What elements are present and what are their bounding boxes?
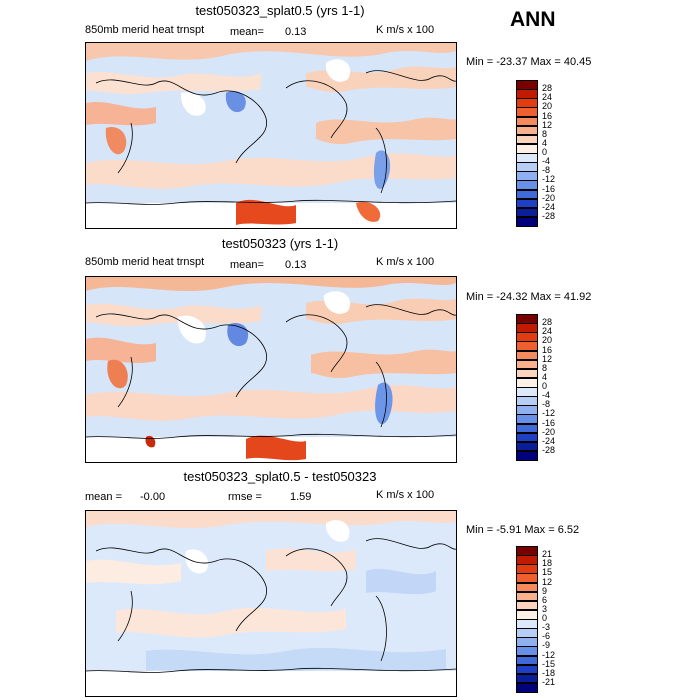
- panel-2-map-field: [86, 277, 456, 462]
- panel-3-rmse-label: rmse =: [228, 491, 262, 503]
- colorbar-swatch: [516, 682, 538, 693]
- colorbar-tick-label: 4: [542, 137, 548, 148]
- colorbar-tick-label: -6: [542, 631, 551, 642]
- colorbar-tick-label: 8: [542, 362, 548, 373]
- colorbar-tick-label: 16: [542, 110, 553, 121]
- colorbar-tick-label: -24: [542, 435, 556, 446]
- panel-2-map: [85, 276, 457, 463]
- colorbar-swatch: [516, 216, 538, 227]
- panel-2-units: K m/s x 100: [376, 256, 435, 268]
- colorbar-tick-label: -15: [542, 658, 556, 669]
- panel-3-colorbar: 21 18 15 12 9 6 3 0 -3 -6 -9 -12 -15 -18 -21: [516, 546, 576, 693]
- colorbar-tick-label: -4: [542, 390, 551, 401]
- panel-3-range: Min = -5.91 Max = 6.52: [466, 524, 580, 536]
- panel-1-mean-value: 0.13: [285, 26, 307, 38]
- panel-1-field-label: 850mb merid heat trnspt: [85, 24, 205, 36]
- colorbar-tick-label: -8: [542, 399, 551, 410]
- panel-3-map-field: [86, 511, 456, 696]
- colorbar-tick-label: -8: [542, 165, 551, 176]
- panel-2-field-label: 850mb merid heat trnspt: [85, 256, 205, 268]
- panel-3-mean-value: -0.00: [140, 491, 166, 503]
- colorbar-tick-label: 28: [542, 83, 553, 94]
- colorbar-tick-label: -18: [542, 667, 556, 678]
- colorbar-tick-label: -20: [542, 192, 556, 203]
- colorbar-tick-label: -12: [542, 649, 556, 660]
- colorbar-tick-label: -16: [542, 417, 556, 428]
- panel-1-colorbar: 28 24 20 16 12 8 4 0 -4 -8 -12 -16 -20 -24 -28: [516, 80, 576, 227]
- panel-1-map-field: [86, 43, 456, 228]
- colorbar-tick-label: 12: [542, 353, 553, 364]
- colorbar-tick-label: 8: [542, 128, 548, 139]
- colorbar-tick-label: -28: [542, 444, 556, 455]
- colorbar-tick-label: 9: [542, 585, 548, 596]
- colorbar-tick-label: 0: [542, 381, 548, 391]
- colorbar-tick-label: 21: [542, 549, 553, 560]
- panel-2-colorbar: 28 24 20 16 12 8 4 0 -4 -8 -12 -16 -20 -24 -28: [516, 314, 576, 461]
- colorbar-tick-label: -4: [542, 156, 551, 167]
- colorbar-tick-label: 24: [542, 92, 553, 103]
- panel-3-map: [85, 510, 457, 697]
- panel-2-mean-value: 0.13: [285, 259, 307, 271]
- colorbar-tick-label: 20: [542, 101, 553, 112]
- colorbar-tick-label: 6: [542, 594, 548, 605]
- colorbar-tick-label: 18: [542, 558, 553, 569]
- panel-1-mean-label: mean=: [230, 26, 264, 38]
- panel-1-range: Min = -23.37 Max = 40.45: [466, 56, 592, 68]
- colorbar-tick-label: -9: [542, 640, 551, 651]
- colorbar-tick-label: -12: [542, 174, 556, 185]
- panel-3-title: test050323_splat0.5 - test050323: [183, 469, 377, 484]
- panel-2-mean-label: mean=: [230, 259, 264, 271]
- panel-1-units: K m/s x 100: [376, 24, 435, 36]
- colorbar-tick-label: 4: [542, 371, 548, 382]
- colorbar-tick-label: 12: [542, 576, 553, 587]
- colorbar-tick-label: 12: [542, 119, 553, 130]
- colorbar-tick-label: -20: [542, 426, 556, 437]
- colorbar-swatch: [516, 450, 538, 461]
- season-label: ANN: [510, 8, 556, 31]
- colorbar-tick-label: 0: [542, 613, 548, 623]
- colorbar-tick-label: -12: [542, 408, 556, 419]
- colorbar-tick-label: -28: [542, 210, 556, 221]
- colorbar-tick-label: 3: [542, 603, 548, 614]
- colorbar-tick-label: -21: [542, 676, 556, 687]
- colorbar-tick-label: 16: [542, 344, 553, 355]
- panel-3-rmse-value: 1.59: [290, 491, 312, 503]
- colorbar-tick-label: -3: [542, 622, 551, 633]
- colorbar-tick-label: 20: [542, 335, 553, 346]
- panel-3-mean-label: mean =: [85, 491, 122, 503]
- panel-2-range: Min = -24.32 Max = 41.92: [466, 291, 592, 303]
- panel-1-title: test050323_splat0.5 (yrs 1-1): [195, 3, 365, 18]
- panel-2-title: test050323 (yrs 1-1): [221, 236, 339, 251]
- colorbar-tick-label: -16: [542, 183, 556, 194]
- colorbar-tick-label: 24: [542, 326, 553, 337]
- colorbar-tick-label: 0: [542, 147, 548, 157]
- panel-1-map: [85, 42, 457, 229]
- colorbar-tick-label: 28: [542, 317, 553, 328]
- colorbar-tick-label: -24: [542, 201, 556, 212]
- panel-3-units: K m/s x 100: [376, 489, 435, 501]
- colorbar-tick-label: 15: [542, 567, 553, 578]
